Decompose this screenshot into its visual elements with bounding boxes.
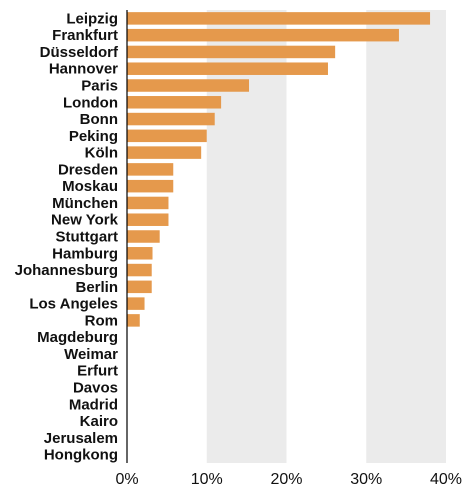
bar xyxy=(127,112,215,126)
category-label: Moskau xyxy=(62,178,118,195)
bar xyxy=(127,146,202,159)
category-label: London xyxy=(63,94,118,111)
category-label: New York xyxy=(51,212,119,229)
category-label: Madrid xyxy=(69,396,118,413)
category-label: Hongkong xyxy=(44,447,118,464)
category-label: Kairo xyxy=(80,413,118,430)
bar xyxy=(127,247,153,260)
bar xyxy=(127,314,140,327)
grid-band xyxy=(206,10,287,463)
bar xyxy=(127,129,207,143)
category-label: Los Angeles xyxy=(29,296,118,313)
category-label: Köln xyxy=(85,145,118,162)
category-label: Bonn xyxy=(80,111,118,128)
bar xyxy=(127,213,169,226)
bar xyxy=(127,263,152,277)
category-label: Peking xyxy=(69,128,118,145)
category-labels: LeipzigFrankfurtDüsseldorfHannoverParisL… xyxy=(15,10,119,463)
bar xyxy=(127,280,152,294)
bar xyxy=(127,96,222,109)
x-tick-labels: 0% 10% 20% 30% 40% xyxy=(115,471,462,488)
x-tick-label: 0% xyxy=(115,471,138,488)
category-label: Johannesburg xyxy=(15,262,118,279)
bar xyxy=(127,163,174,176)
category-label: Magdeburg xyxy=(37,329,118,346)
category-label: Leipzig xyxy=(66,10,118,27)
category-label: Hamburg xyxy=(52,245,118,262)
x-tick-label: 30% xyxy=(350,471,382,488)
category-label: Frankfurt xyxy=(52,27,118,44)
category-label: Rom xyxy=(85,312,118,329)
category-label: Davos xyxy=(73,380,118,397)
x-tick-label: 20% xyxy=(270,471,302,488)
category-label: Stuttgart xyxy=(56,229,119,246)
bar xyxy=(127,196,169,210)
bar xyxy=(127,79,250,92)
category-label: Hannover xyxy=(49,61,118,78)
category-label: Berlin xyxy=(75,279,118,296)
category-label: Paris xyxy=(81,78,118,95)
background-bands xyxy=(206,10,446,463)
x-tick-label: 10% xyxy=(191,471,223,488)
category-label: Düsseldorf xyxy=(40,44,119,61)
category-label: Jerusalem xyxy=(44,430,118,447)
category-label: Weimar xyxy=(64,346,118,363)
grid-band xyxy=(366,10,446,463)
bar xyxy=(127,28,399,42)
bar xyxy=(127,12,431,25)
bar xyxy=(127,179,174,193)
bar xyxy=(127,62,328,75)
category-label: Erfurt xyxy=(77,363,118,380)
bars xyxy=(127,12,431,327)
x-tick-label: 40% xyxy=(430,471,462,488)
bar xyxy=(127,297,145,310)
bar xyxy=(127,230,160,243)
bar xyxy=(127,45,336,59)
category-label: München xyxy=(52,195,118,212)
category-label: Dresden xyxy=(58,161,118,178)
